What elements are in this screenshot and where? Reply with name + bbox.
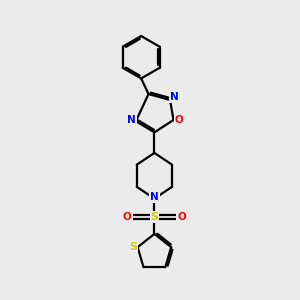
Text: N: N <box>170 92 178 102</box>
Text: N: N <box>150 192 159 203</box>
Text: O: O <box>123 212 132 222</box>
Text: N: N <box>127 115 136 125</box>
Text: S: S <box>130 242 137 252</box>
Text: O: O <box>175 115 183 125</box>
Text: S: S <box>150 212 158 222</box>
Text: O: O <box>177 212 186 222</box>
